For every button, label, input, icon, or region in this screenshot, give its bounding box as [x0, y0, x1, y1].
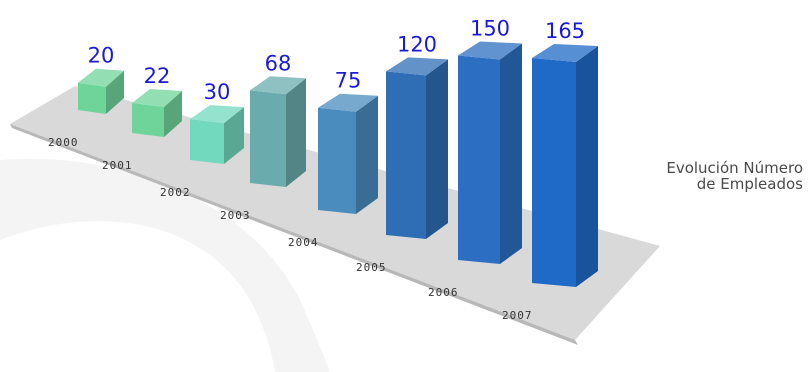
bar-side-face: [224, 107, 244, 164]
bar-top-face: [318, 93, 378, 112]
x-tick-label: 2006: [428, 286, 459, 299]
bar-top-face: [190, 105, 244, 124]
bar-side-face: [356, 95, 378, 214]
bar-2005: [386, 57, 448, 240]
value-label: 30: [204, 80, 231, 104]
chart-floor-edge: [10, 124, 578, 345]
bar-side-face: [576, 46, 598, 287]
chart-floor: [10, 86, 660, 340]
bar-top-face: [250, 76, 306, 95]
x-tick-label: 2007: [502, 309, 533, 322]
value-label: 20: [88, 44, 115, 68]
bar-2004: [318, 93, 378, 214]
bar-top-face: [386, 57, 448, 76]
x-tick-labels: 2000 2001 2002 2003 2004 2005 2006 2007: [48, 136, 533, 322]
value-label: 165: [545, 19, 585, 43]
bar-2001: [132, 89, 182, 137]
value-label: 75: [335, 69, 362, 93]
x-tick-label: 2004: [288, 236, 319, 249]
bar-front-face: [250, 90, 286, 187]
bar-2000: [78, 68, 124, 114]
bar-2002: [190, 105, 244, 164]
bar-front-face: [532, 58, 576, 287]
chart-backdrop: [0, 86, 660, 372]
value-labels: 20 22 30 68 75 120 150 165: [88, 16, 585, 104]
bar-side-face: [106, 70, 124, 114]
bar-side-face: [286, 78, 306, 187]
bar-top-face: [78, 68, 124, 87]
value-label: 68: [265, 51, 292, 75]
bar-2006: [458, 41, 522, 264]
bar-front-face: [78, 82, 106, 114]
bar-front-face: [318, 107, 356, 214]
bar-side-face: [500, 43, 522, 264]
x-tick-label: 2001: [102, 159, 133, 172]
bar-2007: [532, 44, 598, 287]
bar-front-face: [190, 119, 224, 164]
bar-front-face: [458, 55, 500, 264]
chart-title-line-2: de Empleados: [696, 175, 803, 193]
value-label: 150: [470, 16, 510, 40]
x-tick-label: 2002: [160, 186, 191, 199]
value-label: 22: [144, 64, 171, 88]
bar-front-face: [386, 71, 426, 239]
chart-title-line-1: Evolución Número: [666, 159, 803, 177]
x-tick-label: 2003: [220, 209, 251, 222]
bar-front-face: [132, 103, 164, 137]
bar-top-face: [532, 44, 598, 62]
value-label: 120: [397, 32, 437, 56]
bar-2003: [250, 76, 306, 187]
backdrop-swoosh-inner: [0, 221, 275, 372]
x-tick-label: 2000: [48, 136, 79, 149]
bars-layer: [78, 41, 598, 287]
bar-side-face: [164, 91, 182, 137]
chart-title: Evolución Número de Empleados: [603, 160, 803, 192]
bar-top-face: [458, 41, 522, 60]
x-tick-label: 2005: [356, 261, 387, 274]
bar-side-face: [426, 59, 448, 240]
bar-top-face: [132, 89, 182, 107]
